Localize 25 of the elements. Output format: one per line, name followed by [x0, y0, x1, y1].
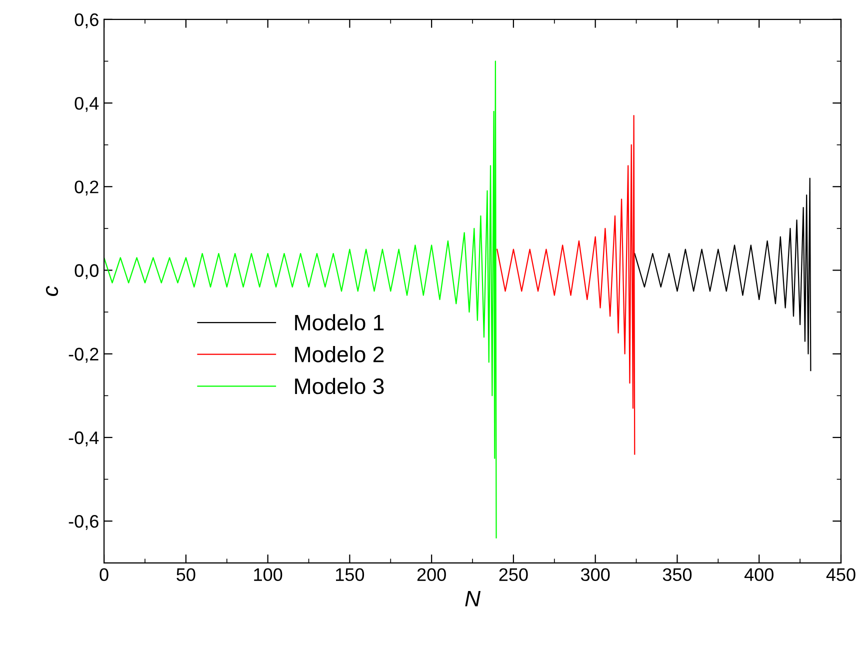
x-tick-label: 50	[176, 568, 196, 582]
x-tick-label: 250	[499, 568, 528, 582]
y-tick-label: 0,6	[74, 13, 98, 28]
x-tick-label: 400	[744, 568, 774, 582]
y-tick-label: 0,4	[74, 96, 99, 112]
x-tick-label: 450	[826, 568, 856, 582]
line-series	[634, 178, 812, 372]
x-tick-label: 200	[417, 568, 446, 582]
x-tick-label: 150	[336, 568, 364, 582]
x-tick-label: 0	[100, 568, 108, 582]
y-tick-label: 0,0	[74, 264, 98, 280]
x-tick-label: 300	[580, 568, 610, 582]
x-tick-label: 100	[254, 568, 282, 582]
line-series	[496, 115, 636, 455]
line-series	[104, 60, 497, 538]
legend-label: Modelo 1	[295, 314, 384, 331]
y-tick-label: -0,2	[68, 348, 98, 363]
x-tick-label: 350	[662, 568, 692, 582]
y-tick-label: -0,6	[68, 515, 98, 530]
y-tick-label: -0,4	[68, 431, 99, 446]
y-axis-title: c	[46, 286, 58, 296]
legend-label: Modelo 2	[295, 346, 384, 362]
x-axis-title: N	[465, 590, 481, 606]
y-tick-label: 0,2	[74, 180, 98, 196]
legend-label: Modelo 3	[295, 378, 384, 394]
